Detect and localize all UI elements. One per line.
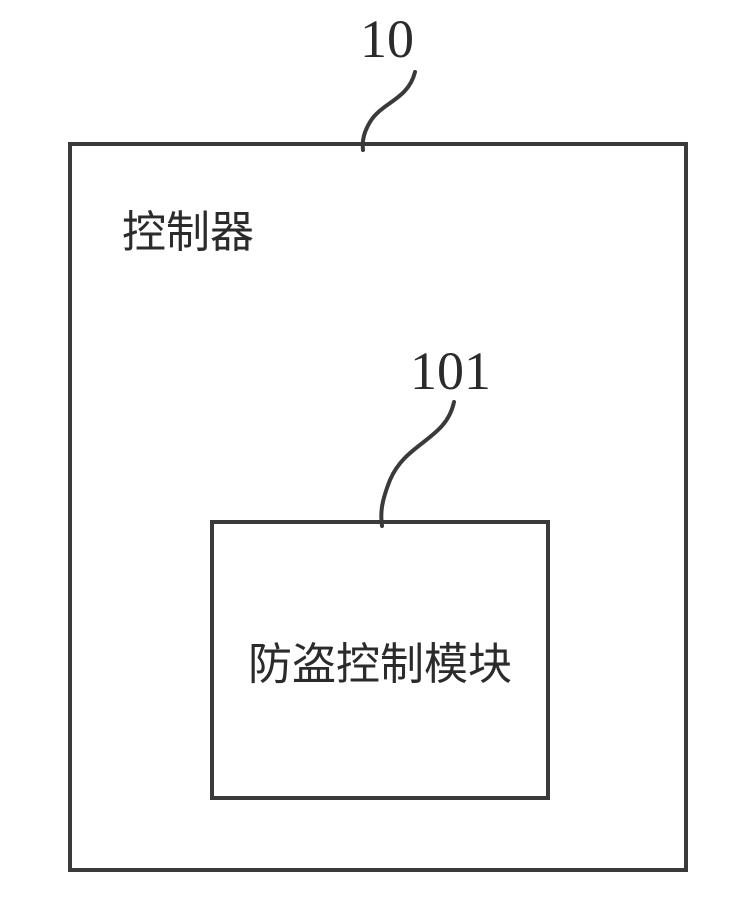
diagram-canvas: 控制器 防盗控制模块 10 101	[0, 0, 755, 914]
ref-number-101: 101	[410, 340, 491, 402]
controller-label: 控制器	[122, 196, 254, 260]
ref-number-10: 10	[360, 8, 414, 70]
lead-line-101	[376, 402, 476, 526]
antitheft-module-box: 防盗控制模块	[210, 520, 550, 800]
lead-line-10	[360, 72, 440, 150]
antitheft-module-label: 防盗控制模块	[248, 628, 512, 692]
